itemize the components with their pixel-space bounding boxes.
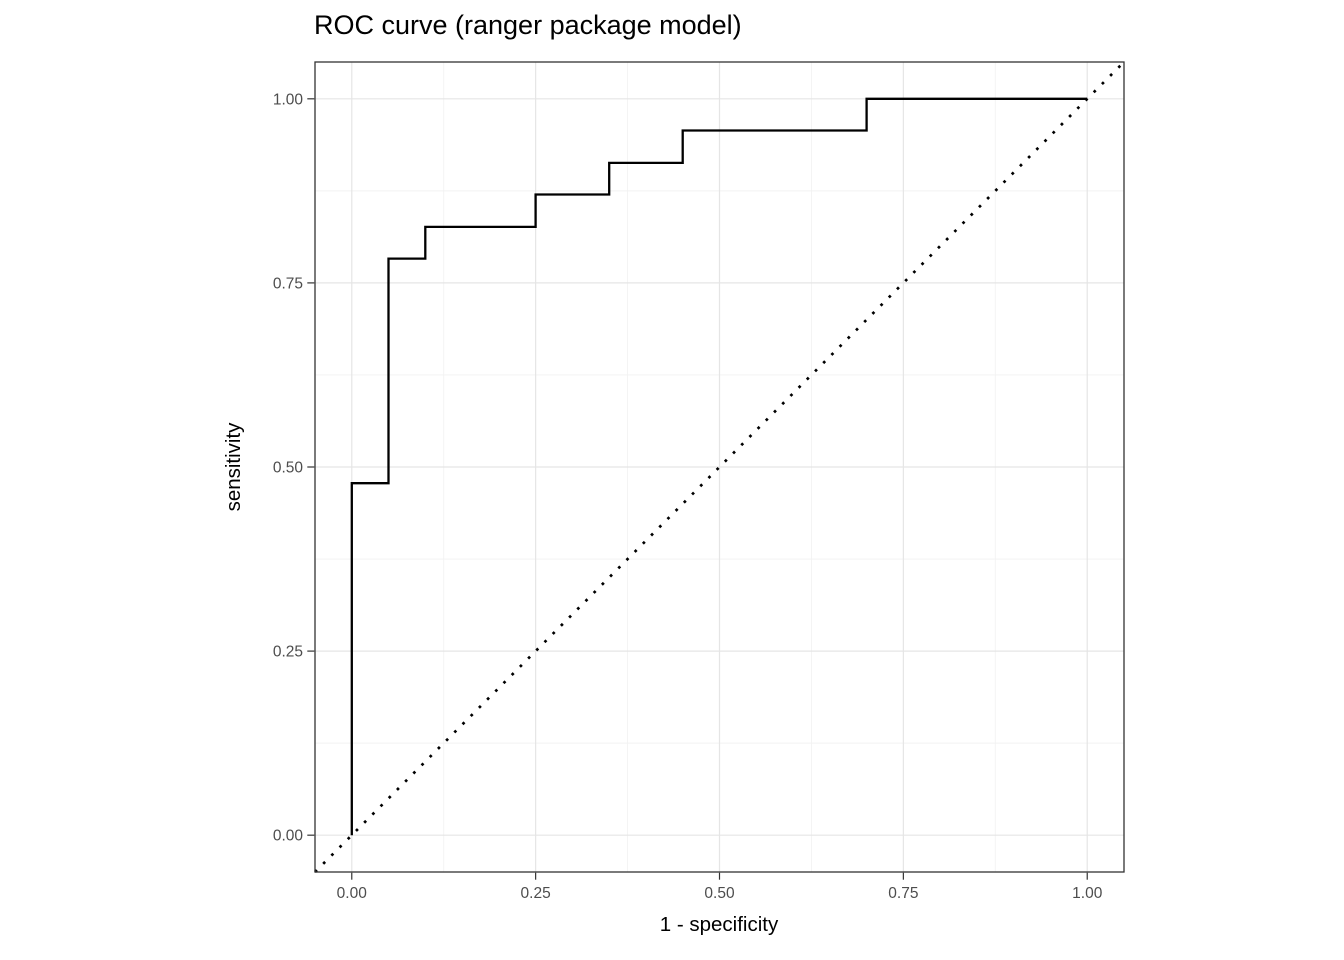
x-tick-label: 1.00	[1072, 885, 1103, 902]
panel-border	[314, 61, 1125, 873]
x-tick-label: 0.75	[888, 885, 918, 902]
y-tick-label: 0.25	[273, 644, 303, 661]
x-axis-title: 1 - specificity	[659, 913, 779, 936]
x-tick-label: 0.25	[521, 885, 551, 902]
x-tick-label: 0.00	[337, 885, 368, 902]
x-tick-label: 0.50	[704, 885, 735, 902]
roc-curve-line	[350, 97, 1088, 836]
y-tick-label: 0.00	[273, 828, 304, 845]
y-tick-label: 1.00	[273, 91, 304, 108]
chart-title: ROC curve (ranger package model)	[314, 10, 742, 40]
y-tick-label: 0.75	[273, 275, 303, 292]
y-tick-label: 0.50	[273, 460, 304, 477]
